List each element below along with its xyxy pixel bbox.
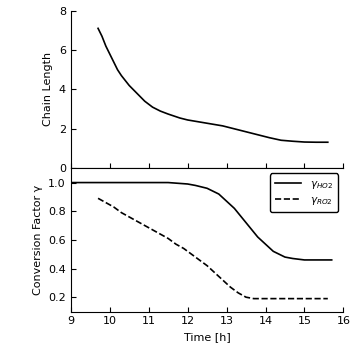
$\gamma_{HO2}$ [147,181,151,185]
$\gamma_{RO2}$ [197,258,201,262]
$\gamma_{RO2}$ [283,297,287,301]
$\gamma_{RO2}$ [166,236,170,241]
$\gamma_{HO2}$ [263,242,268,246]
$\gamma_{HO2}$ [127,181,131,185]
$\gamma_{HO2}$ [69,181,73,185]
$\gamma_{HO2}$ [310,258,314,262]
$\gamma_{HO2}$ [244,221,248,225]
$\gamma_{RO2}$ [267,297,272,301]
Line: $\gamma_{HO2}$: $\gamma_{HO2}$ [71,183,332,260]
$\gamma_{RO2}$ [291,297,295,301]
Line: $\gamma_{RO2}$: $\gamma_{RO2}$ [98,198,328,299]
$\gamma_{RO2}$ [213,271,217,275]
$\gamma_{RO2}$ [127,215,131,219]
$\gamma_{HO2}$ [302,258,307,262]
$\gamma_{HO2}$ [108,181,112,185]
$\gamma_{RO2}$ [119,211,124,215]
$\gamma_{HO2}$ [224,199,229,203]
$\gamma_{HO2}$ [291,256,295,261]
$\gamma_{RO2}$ [259,297,264,301]
$\gamma_{HO2}$ [256,235,260,239]
$\gamma_{RO2}$ [150,228,155,232]
$\gamma_{HO2}$ [271,249,275,253]
$\gamma_{HO2}$ [166,181,170,185]
$\gamma_{RO2}$ [96,196,100,200]
$\gamma_{HO2}$ [205,186,209,190]
$\gamma_{HO2}$ [330,258,334,262]
$\gamma_{RO2}$ [182,246,186,251]
$\gamma_{RO2}$ [275,297,279,301]
$\gamma_{HO2}$ [193,183,198,188]
$\gamma_{RO2}$ [158,232,162,236]
$\gamma_{RO2}$ [104,200,108,205]
$\gamma_{RO2}$ [244,295,248,299]
$\gamma_{HO2}$ [185,182,190,186]
$\gamma_{HO2}$ [217,192,221,196]
$\gamma_{RO2}$ [112,205,116,209]
$\gamma_{RO2}$ [221,278,225,282]
Legend: $\gamma_{HO2}$, $\gamma_{RO2}$: $\gamma_{HO2}$, $\gamma_{RO2}$ [270,173,338,212]
$\gamma_{RO2}$ [228,285,233,289]
$\gamma_{RO2}$ [236,291,240,295]
$\gamma_{RO2}$ [314,297,318,301]
$\gamma_{RO2}$ [205,263,209,268]
$\gamma_{RO2}$ [174,242,178,246]
$\gamma_{RO2}$ [252,297,256,301]
Y-axis label: Conversion Factor γ: Conversion Factor γ [33,185,42,295]
$\gamma_{HO2}$ [88,181,92,185]
$\gamma_{RO2}$ [135,219,139,223]
$\gamma_{RO2}$ [143,223,147,228]
$\gamma_{HO2}$ [283,255,287,259]
$\gamma_{RO2}$ [326,297,330,301]
Y-axis label: Chain Length: Chain Length [43,52,53,126]
$\gamma_{HO2}$ [232,206,236,211]
$\gamma_{RO2}$ [302,297,307,301]
$\gamma_{HO2}$ [322,258,326,262]
X-axis label: Time [h]: Time [h] [184,332,230,342]
$\gamma_{RO2}$ [189,252,194,256]
